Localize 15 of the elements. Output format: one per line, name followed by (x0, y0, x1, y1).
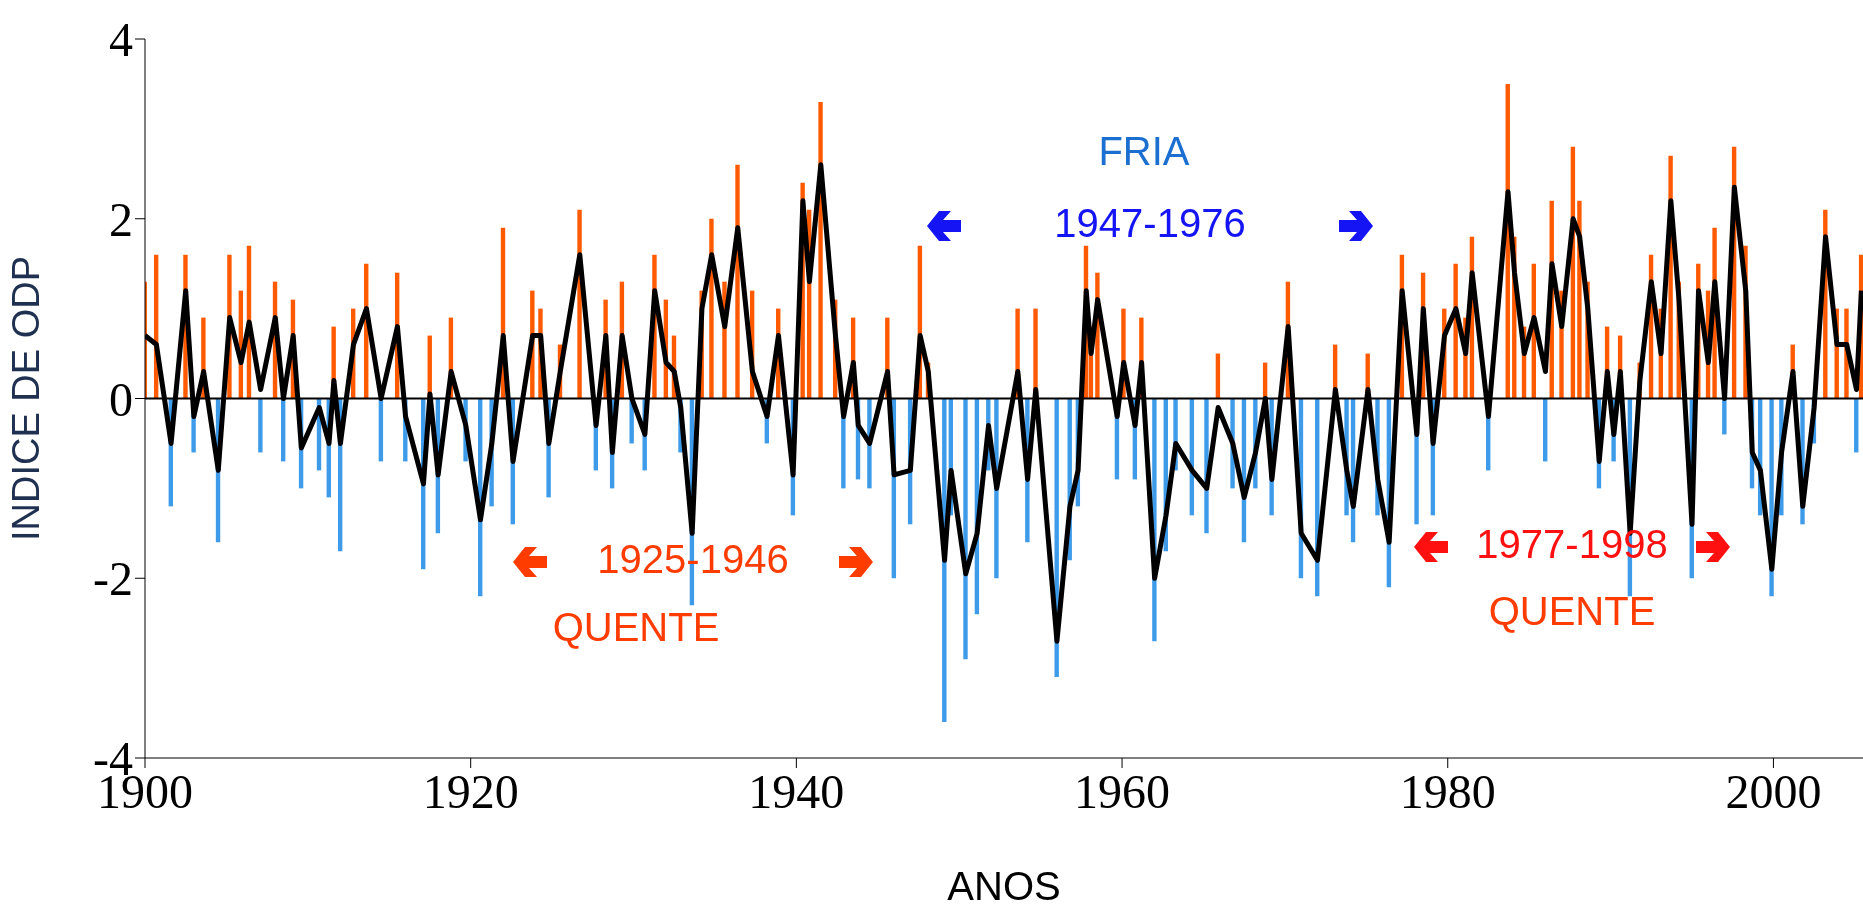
y-tick-label: 0 (109, 372, 133, 426)
annotation: QUENTE (1488, 588, 1656, 633)
x-axis-title: ANOS (947, 864, 1061, 908)
x-tick-label: 2000 (1725, 765, 1822, 819)
y-tick-label: 4 (109, 13, 133, 67)
x-tick-label: 1940 (748, 765, 845, 819)
y-tick-label: 2 (109, 192, 133, 246)
annotation: QUENTE (552, 604, 720, 649)
x-tick-label: 1920 (422, 765, 519, 819)
annotation: 1947-1976 (1054, 200, 1246, 245)
x-tick-label: 1980 (1399, 765, 1496, 819)
y-tick-label: -2 (93, 552, 133, 606)
annotation: FRIA (1098, 128, 1190, 173)
y-axis-title: INDICE DE ODP (5, 255, 48, 542)
x-tick-label: 1960 (1074, 765, 1171, 819)
